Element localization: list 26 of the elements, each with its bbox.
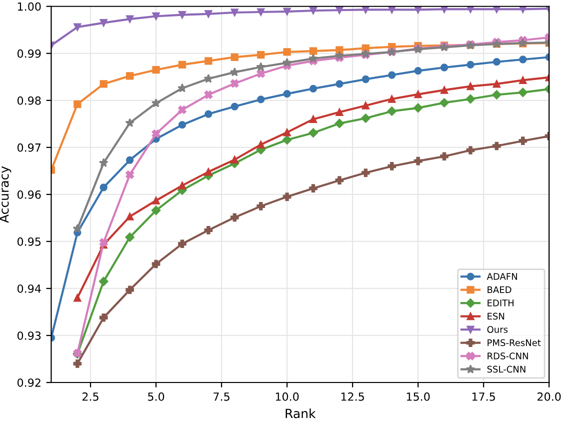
legend-label: PMS-ResNet (488, 339, 541, 346)
x-tick-label: 12.5 (341, 392, 364, 401)
y-tick-label: 0.98 (17, 96, 41, 105)
x-tick-label: 15.0 (406, 392, 430, 401)
y-tick-label: 0.96 (17, 190, 41, 199)
x-tick-label: 10.0 (276, 392, 299, 401)
legend-label: SSL-CNN (487, 366, 526, 373)
y-tick-label: 0.99 (17, 49, 41, 58)
y-tick-label: 0.97 (17, 143, 41, 152)
x-tick-label: 20.0 (538, 392, 561, 401)
legend-label: RDS-CNN (488, 352, 528, 360)
y-tick-label: 0.92 (17, 378, 40, 387)
x-tick-label: 2.5 (82, 392, 98, 401)
x-axis-title: Rank (286, 408, 316, 418)
legend-label: ESN (488, 312, 504, 320)
x-tick-label: 17.5 (472, 392, 495, 401)
y-tick-label: 0.93 (17, 331, 41, 340)
legend-label: Ours (487, 326, 508, 333)
x-tick-label: 7.5 (214, 392, 230, 401)
y-tick-label: 1.00 (18, 2, 41, 11)
legend-label: EDITH (488, 300, 514, 306)
x-tick-label: 5.0 (148, 392, 164, 401)
y-tick-label: 0.95 (17, 237, 41, 246)
y-tick-label: 0.94 (17, 284, 41, 293)
legend-label: ADAFN (486, 273, 517, 280)
legend-label: BAED (488, 286, 512, 293)
